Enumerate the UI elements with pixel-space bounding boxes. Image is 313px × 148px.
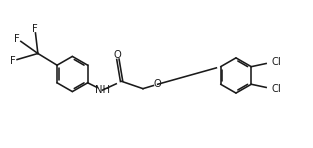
Text: F: F bbox=[32, 24, 38, 34]
Text: O: O bbox=[113, 50, 121, 60]
Text: F: F bbox=[14, 34, 20, 44]
Text: Cl: Cl bbox=[272, 84, 282, 94]
Text: F: F bbox=[10, 56, 16, 66]
Text: NH: NH bbox=[95, 85, 110, 95]
Text: Cl: Cl bbox=[272, 57, 282, 67]
Text: O: O bbox=[154, 79, 162, 89]
